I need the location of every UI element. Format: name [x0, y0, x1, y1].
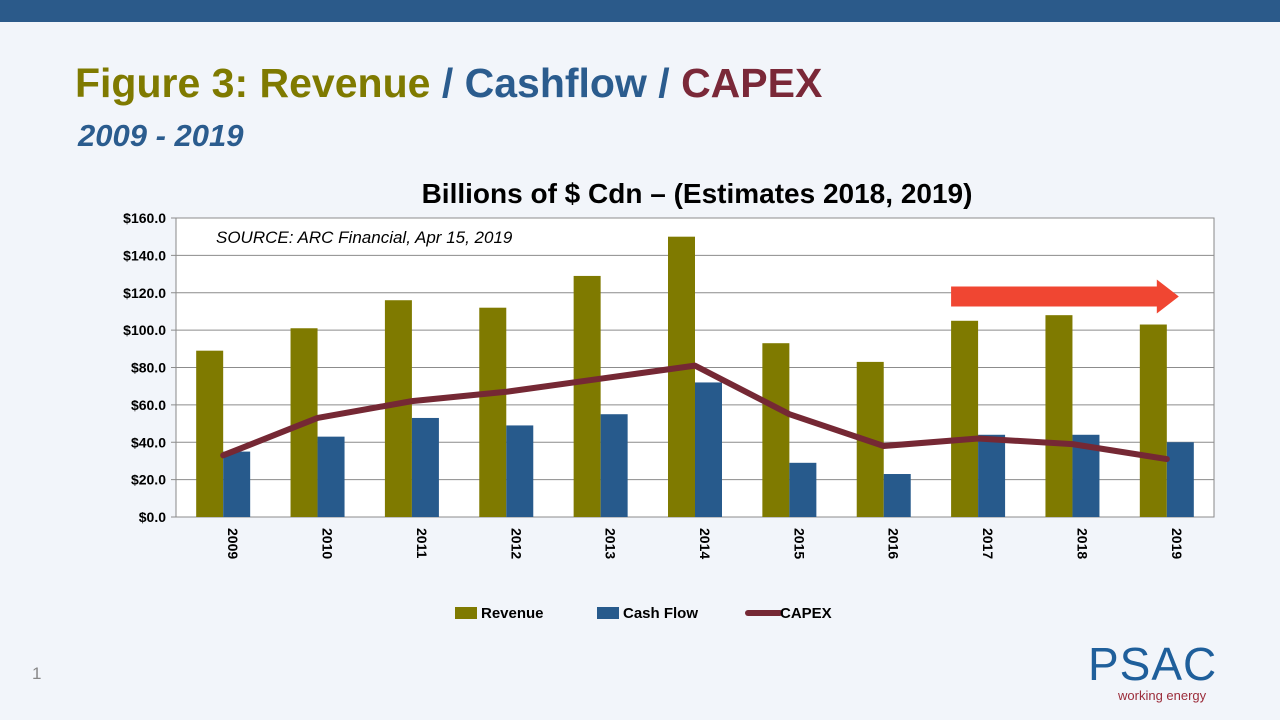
cashflow-bar — [411, 417, 439, 517]
cashflow-bar — [1166, 442, 1194, 517]
cashflow-bar — [223, 451, 251, 517]
y-tick-label: $20.0 — [131, 472, 166, 488]
chart-title: Billions of $ Cdn – (Estimates 2018, 201… — [422, 178, 973, 209]
revenue-bar — [762, 343, 790, 517]
slide-title: Figure 3: Revenue / Cashflow / CAPEX — [75, 60, 822, 107]
title-revenue: Figure 3: Revenue — [75, 60, 431, 106]
title-cashflow: Cashflow — [464, 60, 647, 106]
cashflow-bar — [695, 382, 722, 517]
x-tick-label: 2013 — [603, 528, 619, 559]
logo-tagline: working energy — [1118, 688, 1207, 703]
x-tick-label: 2009 — [225, 528, 241, 559]
x-tick-label: 2015 — [791, 528, 807, 559]
revenue-bar — [384, 300, 412, 517]
cashflow-bar — [978, 434, 1006, 517]
x-tick-label: 2018 — [1074, 528, 1090, 559]
x-tick-label: 2017 — [980, 528, 996, 559]
y-tick-label: $40.0 — [131, 434, 166, 450]
cashflow-bar — [506, 425, 534, 517]
cashflow-bar — [600, 414, 628, 517]
y-tick-label: $120.0 — [123, 285, 166, 301]
revenue-bar — [573, 275, 601, 517]
legend-label-capex: CAPEX — [780, 605, 832, 622]
revenue-bar — [668, 236, 695, 517]
x-tick-label: 2011 — [414, 528, 430, 559]
trend-arrow — [951, 279, 1179, 314]
revenue-bar — [1139, 324, 1167, 517]
cashflow-bar — [883, 474, 911, 517]
title-separator: / — [646, 60, 682, 106]
psac-logo: PSAC working energy — [1088, 640, 1218, 710]
x-tick-label: 2010 — [320, 528, 336, 559]
y-tick-label: $140.0 — [123, 247, 166, 263]
revenue-bar — [196, 350, 224, 517]
title-separator: / — [430, 60, 465, 106]
y-tick-label: $100.0 — [123, 322, 166, 338]
title-capex: CAPEX — [681, 60, 823, 106]
x-tick-label: 2014 — [697, 528, 713, 559]
revenue-bar — [1045, 315, 1073, 517]
cashflow-bar — [317, 436, 345, 517]
legend-swatch-revenue — [455, 607, 477, 619]
revenue-bar — [479, 307, 507, 517]
capex-line — [220, 362, 1170, 463]
x-tick-label: 2012 — [508, 528, 524, 559]
x-tick-label: 2016 — [886, 528, 902, 559]
y-tick-label: $80.0 — [131, 360, 166, 376]
y-tick-label: $60.0 — [131, 397, 166, 413]
top-band — [0, 0, 1280, 22]
cashflow-bar — [789, 462, 817, 517]
source-annotation: SOURCE: ARC Financial, Apr 15, 2019 — [216, 228, 513, 247]
legend-label-cashflow: Cash Flow — [623, 605, 698, 622]
y-tick-label: $0.0 — [139, 509, 166, 525]
legend-label-revenue: Revenue — [481, 605, 544, 622]
legend-swatch-cashflow — [597, 607, 619, 619]
slide-subtitle: 2009 - 2019 — [78, 118, 244, 153]
y-tick-label: $160.0 — [123, 210, 166, 226]
logo-text: PSAC — [1088, 638, 1218, 690]
page-number: 1 — [32, 664, 42, 683]
x-tick-label: 2019 — [1169, 528, 1185, 559]
revenue-bar — [951, 320, 979, 517]
